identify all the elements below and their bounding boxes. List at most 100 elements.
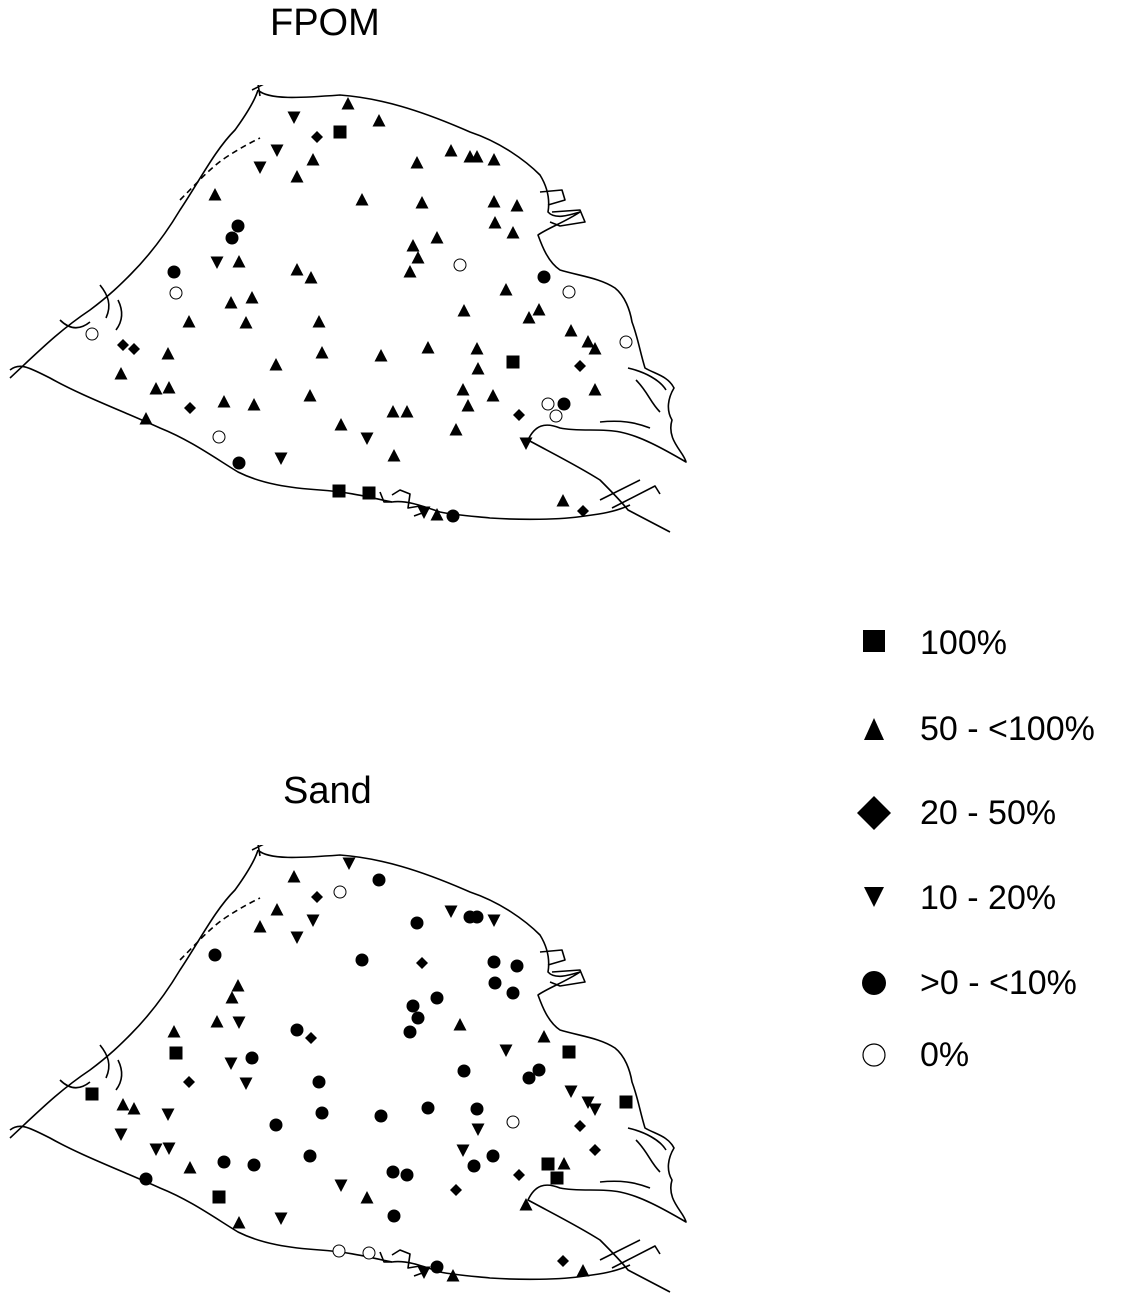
triangle-up-marker [470, 150, 484, 163]
open-circle-marker [541, 397, 555, 411]
legend-label: 10 - 20% [920, 879, 1057, 917]
triangle-down-marker [232, 1016, 246, 1029]
triangle-up-marker [486, 389, 500, 402]
triangle-up-marker [239, 316, 253, 329]
triangle-up-marker [453, 1018, 467, 1031]
square-marker [550, 1171, 564, 1185]
open-circle-marker [619, 335, 633, 349]
filled-circle-marker [537, 270, 551, 284]
filled-circle-marker [247, 1158, 261, 1172]
triangle-up-marker [386, 405, 400, 418]
triangle-up-marker [225, 991, 239, 1004]
triangle-down-marker [334, 1179, 348, 1192]
triangle-up-marker [247, 398, 261, 411]
triangle-up-marker [470, 342, 484, 355]
triangle-up-marker [444, 144, 458, 157]
triangle-up-marker [532, 303, 546, 316]
triangle-up-marker [341, 97, 355, 110]
square-marker [169, 1046, 183, 1060]
triangle-up-marker [522, 311, 536, 324]
diamond-marker [128, 343, 140, 355]
filled-circle-marker [245, 1051, 259, 1065]
legend-item-0: 0% [855, 1032, 1125, 1082]
filled-circle-marker [410, 916, 424, 930]
triangle-up-marker [306, 153, 320, 166]
legend-label: >0 - <10% [920, 964, 1077, 1002]
filled-circle-marker [457, 1064, 471, 1078]
triangle-down-marker [306, 914, 320, 927]
triangle-up-marker [581, 335, 595, 348]
diamond-marker [577, 505, 589, 517]
diamond-marker [305, 1032, 317, 1044]
triangle-down-marker [519, 437, 533, 450]
filled-circle-marker [406, 999, 420, 1013]
filled-circle-marker-icon [862, 971, 886, 995]
filled-circle-marker [231, 219, 245, 233]
open-circle-marker [549, 409, 563, 423]
open-circle-marker [212, 430, 226, 444]
legend-label: 0% [920, 1036, 970, 1074]
open-circle-marker [333, 885, 347, 899]
open-circle-marker [85, 327, 99, 341]
legend-label: 50 - <100% [920, 710, 1095, 748]
coastline-fpom [9, 85, 687, 533]
triangle-up-marker [400, 405, 414, 418]
triangle-up-marker [510, 199, 524, 212]
triangle-up-marker [253, 920, 267, 933]
triangle-up-marker [217, 395, 231, 408]
square-marker [619, 1095, 633, 1109]
triangle-up-marker [139, 412, 153, 425]
open-circle-marker [169, 286, 183, 300]
triangle-up-marker [537, 1030, 551, 1043]
triangle-up-marker [556, 494, 570, 507]
diamond-marker [557, 1255, 569, 1267]
triangle-down-marker [588, 1103, 602, 1116]
triangle-down-marker [360, 432, 374, 445]
triangle-up-marker [304, 271, 318, 284]
triangle-up-marker [334, 418, 348, 431]
diamond-marker [574, 1120, 586, 1132]
triangle-up-marker [430, 231, 444, 244]
legend-item-20-50: 20 - 50% [855, 790, 1125, 840]
legend-label: 20 - 50% [920, 794, 1057, 832]
triangle-up-marker [224, 296, 238, 309]
triangle-down-marker [342, 857, 356, 870]
filled-circle-marker [387, 1209, 401, 1223]
triangle-up-marker [446, 1269, 460, 1282]
filled-circle-marker [557, 397, 571, 411]
triangle-up-marker [410, 156, 424, 169]
open-circle-marker [506, 1115, 520, 1129]
triangle-up-marker [588, 342, 602, 355]
triangle-up-marker [387, 449, 401, 462]
site-markers-fpom [85, 97, 633, 523]
legend-item-0-10: >0 - <10% [855, 960, 1125, 1010]
triangle-up-marker [360, 1191, 374, 1204]
triangle-up-marker [449, 423, 463, 436]
triangle-down-marker [290, 931, 304, 944]
triangle-up-marker [374, 349, 388, 362]
filled-circle-marker [225, 231, 239, 245]
triangle-up-marker-icon [864, 718, 884, 740]
triangle-up-marker [406, 239, 420, 252]
open-circle-marker [453, 258, 467, 272]
filled-circle-marker [139, 1172, 153, 1186]
filled-circle-marker [269, 1118, 283, 1132]
triangle-up-marker [167, 1025, 181, 1038]
triangle-up-marker [232, 255, 246, 268]
triangle-up-marker [487, 195, 501, 208]
triangle-up-marker [506, 226, 520, 239]
open-circle-marker [332, 1244, 346, 1258]
triangle-down-marker [471, 1123, 485, 1136]
filled-circle-marker [303, 1149, 317, 1163]
triangle-up-marker [471, 362, 485, 375]
triangle-up-marker [290, 263, 304, 276]
triangle-up-marker [411, 251, 425, 264]
triangle-up-marker [415, 196, 429, 209]
triangle-down-marker [417, 506, 431, 519]
filled-circle-marker [403, 1025, 417, 1039]
square-marker [562, 1045, 576, 1059]
coastline-sand [9, 845, 687, 1293]
map-title-fpom: FPOM [270, 2, 380, 44]
diamond-marker [117, 339, 129, 351]
filled-circle-marker [290, 1023, 304, 1037]
